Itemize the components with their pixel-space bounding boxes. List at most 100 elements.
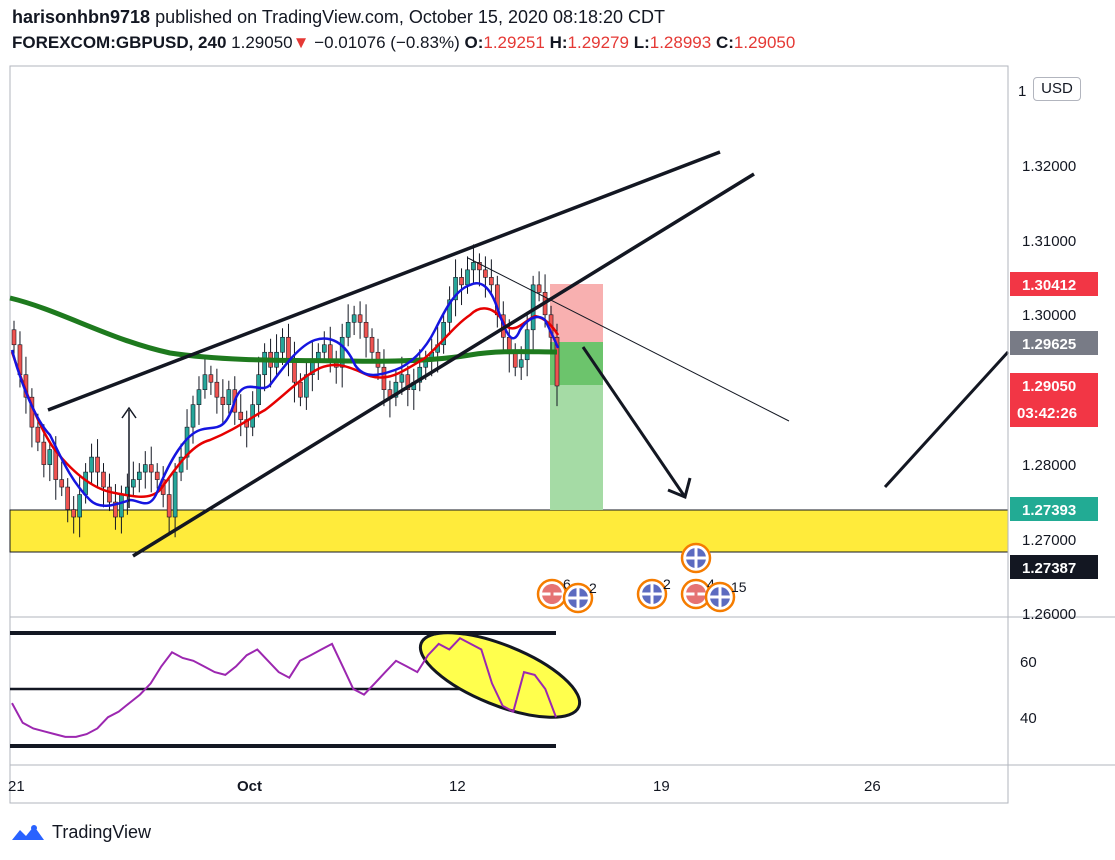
resistance-trend-line[interactable] <box>467 257 790 422</box>
ma-long-line[interactable] <box>9 295 558 364</box>
candle-body[interactable] <box>256 374 261 405</box>
candle-body[interactable] <box>107 486 112 503</box>
candle-body[interactable] <box>471 262 476 271</box>
ema-slow-line[interactable] <box>10 307 560 498</box>
candle-body[interactable] <box>518 359 524 368</box>
candle-body[interactable] <box>238 411 244 420</box>
rsi-axis-label: 40 <box>1020 710 1037 727</box>
down-arrow-icon: ▼ <box>292 33 310 52</box>
candle-body[interactable] <box>148 464 154 473</box>
candle-body[interactable] <box>89 456 94 473</box>
candle-body[interactable] <box>459 277 464 286</box>
candle-body[interactable] <box>119 494 124 518</box>
svg-text:1.29625: 1.29625 <box>1022 336 1076 353</box>
candle-body[interactable] <box>47 449 53 465</box>
candle-body[interactable] <box>351 314 357 323</box>
candle-body[interactable] <box>345 321 351 338</box>
high-value: 1.29279 <box>567 33 629 52</box>
candle-body[interactable] <box>83 471 88 495</box>
open-label: O: <box>464 33 484 52</box>
candle-body[interactable] <box>554 336 560 387</box>
candle-body[interactable] <box>286 336 291 361</box>
candle-body[interactable] <box>41 441 47 465</box>
candle-body[interactable] <box>483 269 488 278</box>
publisher-name[interactable]: harisonhbn9718 <box>12 7 151 27</box>
candle-body[interactable] <box>292 359 297 383</box>
us-flag-icon[interactable]: 6 <box>536 576 571 610</box>
candle-body[interactable] <box>95 456 100 473</box>
candle-body[interactable] <box>154 471 160 480</box>
candle-body[interactable] <box>536 284 542 293</box>
candle-body[interactable] <box>208 374 214 383</box>
candle-body[interactable] <box>59 479 65 488</box>
symbol-name[interactable]: FOREXCOM:GBPUSD, 240 <box>12 33 227 52</box>
candle-body[interactable] <box>399 374 405 383</box>
candle-body[interactable] <box>489 277 494 286</box>
candle-body[interactable] <box>327 344 333 361</box>
candle-body[interactable] <box>447 299 452 323</box>
candle-body[interactable] <box>357 314 363 323</box>
candle-body[interactable] <box>393 381 399 398</box>
channel-lower-line[interactable] <box>132 172 755 558</box>
candle-body[interactable] <box>214 381 220 398</box>
price-axis-label: 1.31000 <box>1022 233 1076 250</box>
candle-body[interactable] <box>524 329 530 361</box>
candle-body[interactable] <box>113 501 118 518</box>
candle-body[interactable] <box>196 389 202 405</box>
candle-body[interactable] <box>226 389 232 405</box>
candle-body[interactable] <box>453 277 458 301</box>
candle-body[interactable] <box>11 329 17 346</box>
support-zone[interactable] <box>9 509 1009 553</box>
candle-body[interactable] <box>465 269 470 286</box>
candle-body[interactable] <box>405 374 411 391</box>
projection-line[interactable] <box>883 350 1010 489</box>
candle-body[interactable] <box>131 479 136 488</box>
candle-body[interactable] <box>35 426 41 443</box>
uk-flag-icon[interactable]: 2 <box>562 580 597 614</box>
candle-body[interactable] <box>417 366 423 383</box>
candle-body[interactable] <box>339 336 345 368</box>
candle-body[interactable] <box>71 509 76 518</box>
low-label: L: <box>633 33 650 52</box>
low-value: 1.28993 <box>649 33 712 52</box>
candle-body[interactable] <box>220 396 226 405</box>
candle-body[interactable] <box>190 404 196 428</box>
uk-flag-icon[interactable]: 2 <box>636 576 671 610</box>
candle-body[interactable] <box>142 464 148 473</box>
uk-flag-icon[interactable]: 15 <box>704 579 747 613</box>
down-arrow-head-icon <box>667 477 692 500</box>
price-tag-stop[interactable]: 1.30412 <box>1010 272 1098 296</box>
candle-body[interactable] <box>369 336 375 353</box>
candle-body[interactable] <box>172 471 178 518</box>
candle-body[interactable] <box>363 321 369 338</box>
candle-body[interactable] <box>512 351 518 368</box>
candle-body[interactable] <box>441 321 446 346</box>
time-axis-label: 19 <box>653 778 670 795</box>
rsi-highlight-ellipse[interactable] <box>410 615 590 734</box>
candle-body[interactable] <box>477 262 482 271</box>
price-tag-entry[interactable]: 1.29625 <box>1010 331 1098 355</box>
candle-body[interactable] <box>202 374 208 391</box>
price-tag-target[interactable]: 1.27393 <box>1010 497 1098 521</box>
candle-body[interactable] <box>65 486 71 510</box>
candle-body[interactable] <box>304 374 309 398</box>
ema-fast-line[interactable] <box>10 282 560 507</box>
candle-body[interactable] <box>77 494 82 518</box>
brand-name[interactable]: TradingView <box>52 821 152 842</box>
uk-flag-icon[interactable] <box>680 542 712 574</box>
tradingview-logo-icon[interactable] <box>10 822 46 842</box>
currency-button[interactable]: USD <box>1033 77 1081 101</box>
candle-body[interactable] <box>137 471 142 480</box>
channel-upper-line[interactable] <box>47 150 721 412</box>
rsi-line[interactable] <box>11 636 557 738</box>
candle-body[interactable] <box>101 471 106 488</box>
candle-body[interactable] <box>166 494 172 518</box>
down-arrow-line[interactable] <box>581 346 687 498</box>
candle-body[interactable] <box>262 351 267 376</box>
candle-body[interactable] <box>280 336 285 353</box>
candle-body[interactable] <box>321 344 327 353</box>
candle-body[interactable] <box>298 381 303 398</box>
price-tag-last[interactable]: 1.29050 03:42:26 <box>1010 373 1098 427</box>
price-tag-zone[interactable]: 1.27387 <box>1010 555 1098 579</box>
